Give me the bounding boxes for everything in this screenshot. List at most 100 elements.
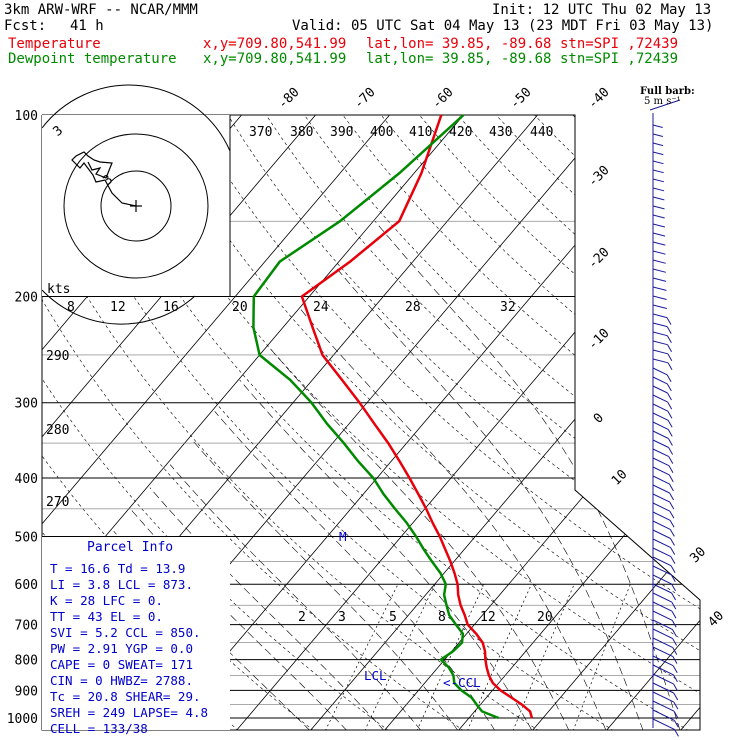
dry-adiabat bbox=[583, 115, 700, 730]
mixing-ratio-label: 8 bbox=[438, 610, 446, 625]
wind-barb bbox=[652, 664, 674, 676]
wind-barb bbox=[652, 169, 664, 174]
speed-label: 8 bbox=[67, 300, 75, 315]
dry-adiabat bbox=[248, 115, 700, 730]
wind-barb bbox=[652, 124, 663, 128]
isotherm-line bbox=[679, 115, 700, 730]
parcel-info-row: K = 28 LFC = 0. bbox=[50, 593, 163, 608]
forecast-hour: 41 h bbox=[70, 18, 104, 34]
moist-adiabat bbox=[191, 439, 459, 730]
theta-label-left: 290 bbox=[46, 349, 69, 364]
wind-barb bbox=[652, 385, 668, 394]
wind-barb bbox=[652, 610, 673, 621]
theta-label: 430 bbox=[489, 125, 512, 140]
wind-barb bbox=[652, 259, 666, 264]
moist-adiabat bbox=[270, 349, 570, 730]
wind-barb bbox=[652, 700, 675, 712]
wind-barb bbox=[652, 241, 666, 246]
wind-barb bbox=[652, 331, 668, 337]
barb-legend-unit: 5 m s⁻¹ bbox=[644, 96, 681, 107]
wind-barb bbox=[652, 691, 675, 703]
isotherm-label: -20 bbox=[585, 245, 612, 272]
pressure-label: 1000 bbox=[7, 712, 38, 727]
dry-adiabat bbox=[42, 115, 314, 730]
wind-barb bbox=[652, 223, 666, 228]
temperature-legend: Temperature bbox=[8, 36, 101, 52]
wind-barb bbox=[652, 196, 665, 201]
mixing-ratio-line bbox=[364, 584, 436, 730]
theta-label: 380 bbox=[290, 125, 313, 140]
wind-barb bbox=[652, 430, 669, 439]
isotherm-label: -50 bbox=[507, 85, 534, 112]
dry-adiabat bbox=[620, 115, 700, 730]
hodograph-unit: kts bbox=[47, 282, 70, 297]
wind-barb bbox=[652, 682, 674, 694]
parcel-info-row: CIN = 0 HWBZ= 2788. bbox=[50, 673, 193, 688]
wind-barb bbox=[652, 304, 667, 309]
pressure-label: 800 bbox=[15, 654, 38, 669]
wind-barb bbox=[652, 439, 669, 448]
forecast-label: Fcst: bbox=[4, 18, 47, 34]
wind-barb bbox=[652, 655, 674, 667]
wind-barb bbox=[652, 295, 667, 300]
wind-barb bbox=[652, 232, 666, 237]
isotherm-line bbox=[42, 115, 488, 730]
theta-label: 420 bbox=[449, 125, 472, 140]
isotherm-label: -70 bbox=[351, 85, 378, 112]
wind-barb bbox=[652, 250, 666, 255]
isotherm-line bbox=[161, 115, 700, 730]
speed-label: 32 bbox=[500, 300, 516, 315]
wind-barb bbox=[652, 376, 668, 385]
isotherm-line bbox=[457, 115, 700, 730]
isotherm-label: 30 bbox=[687, 544, 709, 566]
moist-adiabat bbox=[300, 309, 607, 730]
isotherm-line bbox=[42, 115, 414, 730]
dewpoint-latlon: lat,lon= 39.85, -89.68 bbox=[366, 51, 552, 67]
temperature-station: stn=SPI ,72439 bbox=[560, 36, 679, 52]
wind-barb bbox=[652, 340, 668, 346]
parcel-info-row: Tc = 20.8 SHEAR= 29. bbox=[50, 689, 201, 704]
wind-barb bbox=[652, 547, 672, 558]
wind-barb-column bbox=[649, 99, 681, 737]
wind-barb bbox=[652, 448, 670, 458]
wind-barb bbox=[652, 205, 665, 210]
parcel-info-row: PW = 2.91 YGP = 0.0 bbox=[50, 641, 193, 656]
speed-label: 20 bbox=[232, 300, 248, 315]
parcel-info-row: CELL = 133/38 bbox=[50, 721, 148, 736]
wind-barb bbox=[652, 394, 668, 403]
pressure-label: 600 bbox=[15, 578, 38, 593]
mixing-ratio-line bbox=[467, 584, 532, 730]
wind-barb bbox=[652, 421, 669, 430]
mixing-ratio-label: 20 bbox=[537, 610, 553, 625]
dry-adiabat bbox=[732, 87, 740, 730]
wind-barb bbox=[652, 619, 673, 630]
isotherm-label: 40 bbox=[705, 608, 727, 630]
wind-barb bbox=[652, 214, 665, 219]
wind-barb bbox=[652, 268, 667, 273]
isotherm-label: 0 bbox=[591, 411, 607, 427]
mixing-ratio-label: 2 bbox=[298, 610, 306, 625]
init-time: Init: 12 UTC Thu 02 May 13 bbox=[492, 2, 712, 18]
isotherm-label: -60 bbox=[429, 85, 456, 112]
dry-adiabat bbox=[173, 115, 700, 730]
wind-barb bbox=[652, 367, 668, 376]
wind-barb bbox=[652, 592, 673, 603]
wind-barb bbox=[652, 322, 668, 328]
wind-barb bbox=[652, 349, 668, 355]
isotherm-label: -30 bbox=[585, 163, 612, 190]
wind-barb bbox=[652, 493, 671, 503]
parcel-info-row: LI = 3.8 LCL = 873. bbox=[50, 577, 193, 592]
parcel-info-box: Parcel Info T = 16.6 Td = 13.9LI = 3.8 L… bbox=[42, 537, 230, 736]
pressure-label: 900 bbox=[15, 684, 38, 699]
wind-barb bbox=[652, 484, 670, 494]
wind-barb bbox=[652, 466, 670, 476]
wind-barb bbox=[652, 133, 664, 137]
wind-barb bbox=[652, 637, 674, 649]
valid-time: Valid: 05 UTC Sat 04 May 13 (23 MDT Fri … bbox=[292, 18, 714, 34]
dewpoint-station: stn=SPI ,72439 bbox=[560, 51, 679, 67]
isotherm-line bbox=[42, 115, 340, 730]
pressure-label: 200 bbox=[15, 291, 38, 306]
parcel-info-title: Parcel Info bbox=[87, 540, 173, 555]
theta-label: 440 bbox=[530, 125, 553, 140]
